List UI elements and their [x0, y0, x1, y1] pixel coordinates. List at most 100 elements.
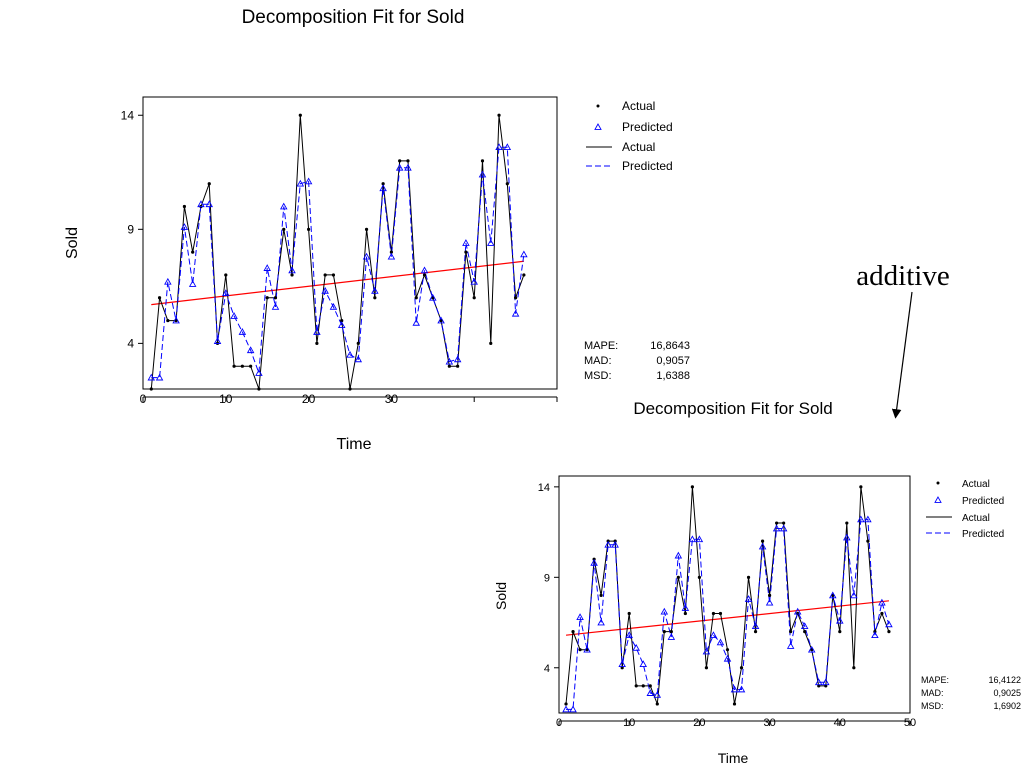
actual-point [599, 593, 603, 598]
actual-point [240, 364, 244, 368]
predicted-point [758, 542, 767, 550]
predicted-point [779, 524, 788, 532]
actual-point [464, 250, 468, 254]
x-tick-label: 0 [556, 717, 562, 729]
actual-point [257, 387, 261, 391]
predicted-point [180, 223, 189, 230]
actual-point [852, 666, 856, 670]
predicted-line [566, 518, 890, 710]
predicted-point [695, 535, 704, 543]
predicted-point [172, 316, 180, 324]
predicted-point [667, 633, 676, 640]
predicted-point [618, 660, 626, 668]
predicted-point [611, 540, 619, 548]
actual-point [768, 593, 772, 598]
actual-point [497, 113, 501, 117]
actual-point [207, 182, 211, 186]
actual-point [323, 273, 327, 277]
predicted-point [737, 685, 746, 693]
predicted-point [836, 616, 844, 624]
actual-point [760, 539, 765, 543]
actual-point [796, 611, 800, 616]
predicted-point [583, 645, 591, 653]
stat-label: MSD: [584, 370, 612, 382]
predicted-point [329, 302, 338, 310]
predicted-point [155, 373, 164, 381]
actual-point [422, 273, 427, 277]
predicted-point [604, 540, 612, 548]
x-tick-label: 0 [140, 392, 147, 406]
predicted-point [213, 337, 222, 344]
predicted-point [478, 170, 487, 178]
stat-value: 0,9025 [993, 688, 1021, 698]
predicted-point [503, 143, 512, 151]
actual-point [803, 629, 807, 634]
actual-point [669, 629, 673, 634]
predicted-point [395, 163, 404, 171]
trend-line [151, 260, 524, 306]
predicted-point [576, 613, 584, 620]
actual-point [676, 575, 680, 579]
actual-point [641, 684, 645, 688]
predicted-point [653, 690, 662, 698]
actual-point [348, 387, 352, 391]
actual-point [265, 296, 269, 300]
predicted-point [800, 622, 809, 630]
predicted-point [337, 321, 346, 328]
predicted-point [246, 346, 255, 354]
predicted-point [387, 252, 396, 260]
actual-point [298, 113, 302, 117]
predicted-point [445, 357, 454, 365]
x-axis-label: Time [718, 750, 749, 766]
actual-point [522, 273, 526, 277]
predicted-point [238, 328, 247, 335]
predicted-point [495, 143, 503, 151]
legend-actual-symbol-label: Actual [962, 479, 990, 490]
legend-predicted-symbol-label: Predicted [962, 496, 1004, 507]
predicted-point [371, 286, 379, 294]
actual-point [514, 296, 518, 300]
y-axis-label: Sold [64, 227, 81, 259]
stat-value: 16,8643 [650, 340, 690, 352]
stat-label: MAPE: [921, 675, 949, 685]
predicted-point [271, 302, 280, 310]
y-tick-label: 14 [121, 108, 135, 122]
actual-point [627, 611, 631, 616]
legend-predicted-symbol-label: Predicted [622, 120, 673, 134]
predicted-point [255, 369, 263, 376]
predicted-point [885, 620, 893, 628]
predicted-point [462, 239, 470, 246]
actual-point [331, 273, 336, 277]
actual-point [711, 611, 716, 616]
actual-point [157, 296, 162, 300]
y-tick-label: 9 [544, 572, 550, 584]
actual-point [224, 273, 228, 277]
actual-point [447, 364, 451, 368]
predicted-point [814, 678, 823, 686]
actual-point [704, 666, 709, 670]
predicted-point [857, 515, 865, 523]
legend-predicted-line-label: Predicted [622, 159, 673, 173]
x-tick-label: 20 [693, 717, 705, 729]
actual-point [182, 204, 186, 209]
actual-point [838, 629, 842, 634]
plot-frame [558, 475, 911, 714]
y-tick-label: 4 [544, 663, 550, 675]
actual-point [725, 648, 730, 652]
predicted-point [562, 705, 570, 713]
stat-label: MSD: [921, 701, 944, 711]
actual-point [683, 611, 687, 616]
predicted-point [807, 645, 816, 653]
actual-point [718, 611, 723, 616]
legend-predicted-symbol-icon [594, 123, 602, 130]
predicted-point [362, 252, 371, 260]
predicted-point [429, 293, 437, 301]
predicted-point [346, 350, 354, 358]
actual-point [732, 702, 737, 706]
actual-point [364, 227, 369, 231]
x-tick-label: 30 [385, 392, 399, 406]
predicted-point [744, 595, 753, 602]
predicted-point [296, 179, 305, 187]
predicted-point [279, 202, 288, 210]
